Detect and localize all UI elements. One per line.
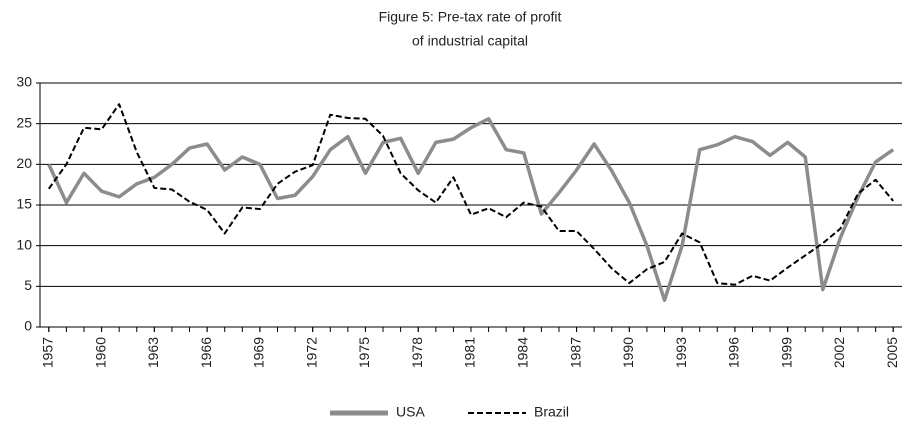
x-tick-label: 1993 — [673, 337, 689, 368]
chart-title: of industrial capital — [412, 33, 528, 49]
x-tick-label: 1975 — [356, 337, 372, 368]
y-tick-label: 10 — [16, 236, 32, 252]
line-series — [47, 103, 894, 286]
x-tick-label: 2005 — [884, 337, 900, 368]
y-tick-label: 0 — [24, 318, 32, 334]
legend-label: USA — [396, 404, 425, 420]
x-tick-label: 1981 — [462, 337, 478, 368]
chart-title: Figure 5: Pre-tax rate of profit — [379, 9, 562, 25]
x-tick-label: 1969 — [251, 337, 267, 368]
x-tick-label: 1990 — [620, 337, 636, 368]
line-series — [47, 117, 895, 302]
legend-label: Brazil — [534, 404, 569, 420]
x-tick-label: 1966 — [198, 337, 214, 368]
y-tick-label: 25 — [16, 114, 32, 130]
x-tick-label: 2002 — [831, 337, 847, 368]
x-tick-label: 1963 — [145, 337, 161, 368]
y-tick-label: 5 — [24, 277, 32, 293]
x-tick-label: 1957 — [39, 337, 55, 368]
x-tick-label: 1972 — [303, 337, 319, 368]
y-tick-label: 30 — [16, 74, 32, 90]
x-tick-label: 1978 — [409, 337, 425, 368]
x-tick-label: 1996 — [726, 337, 742, 368]
x-tick-label: 1987 — [567, 337, 583, 368]
y-tick-label: 15 — [16, 196, 32, 212]
x-tick-label: 1960 — [92, 337, 108, 368]
y-tick-label: 20 — [16, 155, 32, 171]
x-tick-label: 1984 — [514, 337, 530, 368]
x-tick-label: 1999 — [778, 337, 794, 368]
